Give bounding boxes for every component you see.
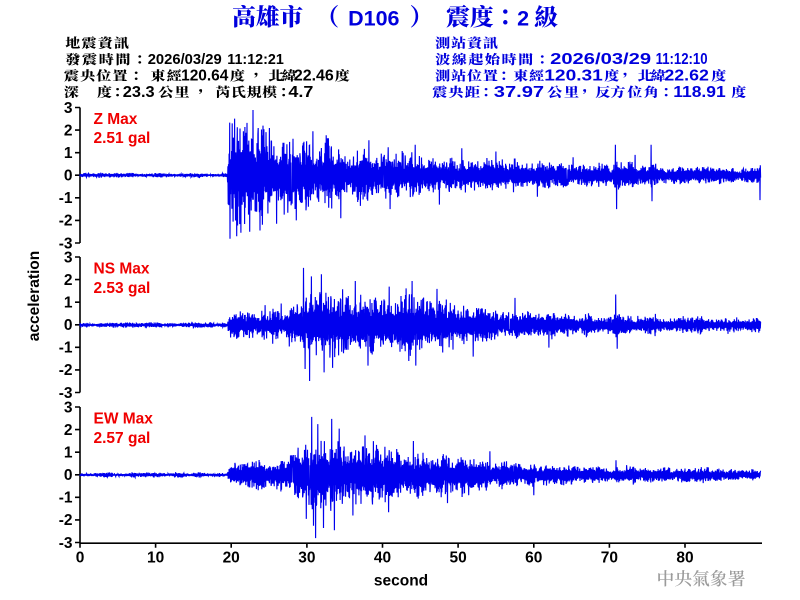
- svg-text:120.64: 120.64: [181, 67, 229, 84]
- svg-text:2: 2: [64, 422, 73, 439]
- svg-text:acceleration: acceleration: [26, 251, 43, 341]
- svg-text:-3: -3: [59, 385, 73, 402]
- svg-text:2: 2: [64, 122, 73, 139]
- svg-text:-1: -1: [59, 340, 73, 357]
- svg-text:3: 3: [64, 399, 73, 416]
- svg-text:1: 1: [64, 295, 73, 312]
- svg-text:-2: -2: [59, 213, 73, 230]
- svg-text:60: 60: [525, 550, 542, 567]
- svg-text:second: second: [374, 573, 428, 590]
- svg-text:1: 1: [64, 445, 73, 462]
- svg-text:22.62: 22.62: [664, 67, 709, 84]
- svg-text:-2: -2: [59, 362, 73, 379]
- svg-text:1: 1: [64, 145, 73, 162]
- svg-text:0: 0: [64, 467, 73, 484]
- svg-text:3: 3: [64, 249, 73, 266]
- svg-text:40: 40: [374, 550, 391, 567]
- svg-text:EW Max: EW Max: [94, 411, 154, 428]
- svg-text:0: 0: [76, 550, 85, 567]
- svg-text:0: 0: [64, 317, 73, 334]
- svg-text:NS Max: NS Max: [94, 261, 150, 278]
- svg-text:2.51 gal: 2.51 gal: [94, 130, 151, 147]
- svg-text:2: 2: [517, 6, 529, 30]
- svg-text:0: 0: [64, 168, 73, 185]
- svg-text:3: 3: [64, 100, 73, 117]
- svg-text:2.57 gal: 2.57 gal: [94, 430, 151, 447]
- svg-text:Z Max: Z Max: [94, 111, 138, 128]
- svg-text:2026/03/29: 2026/03/29: [550, 51, 651, 68]
- svg-text:2: 2: [64, 272, 73, 289]
- svg-text:11:12:10: 11:12:10: [656, 51, 708, 68]
- svg-text:22.46: 22.46: [294, 67, 334, 84]
- svg-text:20: 20: [223, 550, 240, 567]
- svg-text:-2: -2: [59, 512, 73, 529]
- svg-text:-1: -1: [59, 190, 73, 207]
- svg-text:120.31: 120.31: [544, 67, 603, 84]
- svg-text:23.3: 23.3: [123, 84, 155, 101]
- svg-text:30: 30: [298, 550, 315, 567]
- svg-text:80: 80: [676, 550, 693, 567]
- svg-text:2026/03/29: 2026/03/29: [148, 51, 222, 68]
- svg-text:-1: -1: [59, 490, 73, 507]
- svg-text:-3: -3: [59, 235, 73, 252]
- svg-text:10: 10: [147, 550, 164, 567]
- svg-text:50: 50: [449, 550, 466, 567]
- svg-text:D106: D106: [348, 6, 399, 30]
- svg-text:11:12:21: 11:12:21: [227, 52, 283, 68]
- svg-text:4.7: 4.7: [288, 84, 313, 101]
- svg-text:2.53 gal: 2.53 gal: [94, 280, 151, 297]
- svg-text:37.97: 37.97: [494, 84, 544, 101]
- svg-text:118.91: 118.91: [673, 84, 726, 101]
- svg-text:-3: -3: [59, 535, 73, 552]
- svg-text:70: 70: [601, 550, 618, 567]
